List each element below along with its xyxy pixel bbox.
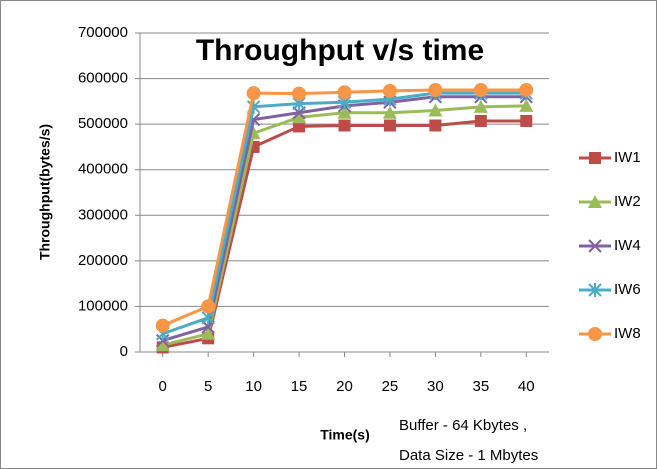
marker — [201, 299, 216, 314]
marker — [519, 98, 534, 112]
marker — [428, 103, 443, 117]
legend-label: IW6 — [614, 281, 641, 298]
marker — [292, 110, 307, 124]
marker — [474, 114, 487, 127]
marker — [246, 86, 261, 101]
x-tick-label: 35 — [472, 378, 489, 395]
y-tick-label: 400000 — [78, 161, 128, 178]
marker — [383, 119, 396, 132]
y-tick-label: 300000 — [78, 206, 128, 223]
legend-label: IW8 — [614, 325, 641, 342]
annotation: Data Size - 1 Mbytes — [399, 447, 538, 464]
marker — [155, 338, 170, 352]
x-tick-label: 20 — [336, 378, 353, 395]
x-tick-label: 0 — [159, 378, 167, 395]
marker — [337, 105, 352, 119]
legend-marker — [588, 195, 602, 208]
x-axis-label: Time(s) — [320, 427, 370, 443]
marker — [382, 105, 397, 119]
legend-marker — [588, 283, 602, 297]
marker — [155, 318, 170, 333]
marker — [429, 119, 442, 132]
marker — [473, 82, 488, 97]
y-tick-label: 700000 — [78, 24, 128, 41]
y-tick-label: 600000 — [78, 70, 128, 87]
annotation: Buffer - 64 Kbytes , — [399, 417, 527, 434]
x-tick-label: 15 — [291, 378, 308, 395]
marker — [293, 120, 306, 133]
marker — [520, 114, 533, 127]
legend-label: IW1 — [614, 149, 641, 166]
x-tick-label: 25 — [382, 378, 399, 395]
y-axis-label: Throughput(bytes/s) — [37, 124, 53, 260]
legend-label: IW4 — [614, 237, 641, 254]
marker — [519, 82, 534, 97]
y-tick-label: 100000 — [78, 297, 128, 314]
legend-label: IW2 — [614, 193, 641, 210]
x-tick-label: 10 — [245, 378, 262, 395]
y-tick-label: 500000 — [78, 115, 128, 132]
marker — [473, 99, 488, 113]
x-tick-label: 5 — [204, 378, 212, 395]
marker — [428, 82, 443, 97]
legend-marker — [588, 327, 602, 341]
legend-marker — [589, 152, 601, 164]
x-tick-label: 30 — [427, 378, 444, 395]
y-tick-label: 200000 — [78, 252, 128, 269]
marker — [338, 119, 351, 132]
marker — [201, 326, 216, 340]
y-tick-label: 0 — [120, 343, 128, 360]
marker — [337, 85, 352, 100]
marker — [382, 83, 397, 98]
marker — [292, 86, 307, 101]
x-tick-label: 40 — [518, 378, 535, 395]
legend-marker — [588, 239, 602, 253]
chart-title: Throughput v/s time — [196, 34, 484, 67]
